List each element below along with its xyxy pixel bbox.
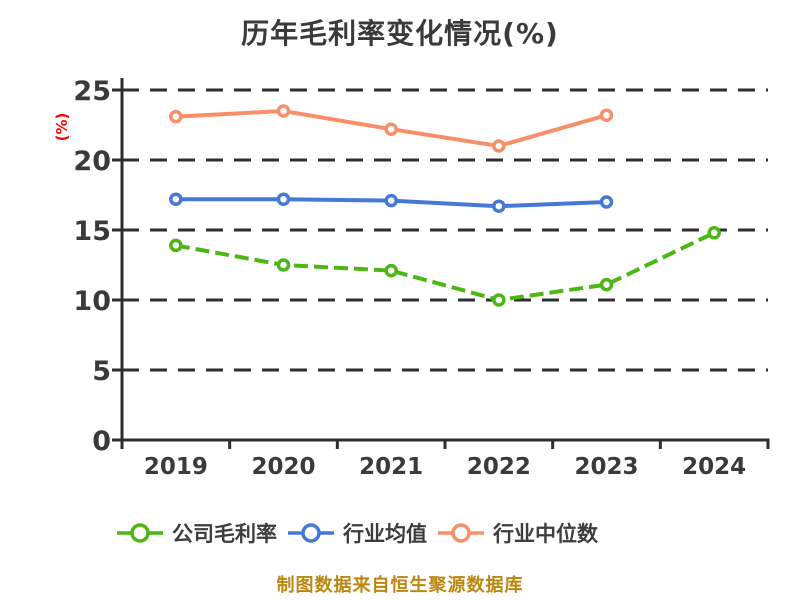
data-point-marker bbox=[276, 192, 291, 206]
x-tick-label: 2022 bbox=[467, 454, 531, 480]
y-tick-label: 0 bbox=[92, 426, 111, 457]
chart-plot-area: 0 5 10 15 20 25 2019 2020 2021 2022 2023 2024 bbox=[73, 76, 770, 480]
data-source-note: 制图数据来自恒生聚源数据库 bbox=[276, 575, 524, 596]
chart-title: 历年毛利率变化情况(%) bbox=[241, 17, 559, 50]
data-point-marker bbox=[276, 258, 291, 272]
legend-item-industry-median: 行业中位数 bbox=[437, 518, 598, 548]
data-point-marker bbox=[384, 263, 398, 278]
data-point-marker bbox=[599, 277, 614, 292]
legend-marker-industry-avg-icon bbox=[288, 523, 334, 543]
chart-legend: 公司毛利率 行业均值 行业中位数 bbox=[116, 518, 598, 548]
data-point-marker bbox=[599, 108, 614, 122]
legend-label-company: 公司毛利率 bbox=[172, 522, 277, 546]
data-point-marker bbox=[276, 104, 291, 118]
y-tick-label: 10 bbox=[73, 286, 111, 317]
y-tick-label: 25 bbox=[73, 76, 111, 107]
legend-label-industry-median: 行业中位数 bbox=[493, 522, 598, 546]
legend-marker-company-icon bbox=[117, 523, 163, 543]
data-point-marker bbox=[707, 226, 721, 240]
data-point-marker bbox=[492, 199, 506, 213]
x-tick-label: 2023 bbox=[574, 454, 638, 480]
data-point-marker bbox=[384, 122, 398, 136]
legend-item-company: 公司毛利率 bbox=[116, 518, 277, 548]
legend-marker-industry-median-icon bbox=[438, 523, 484, 543]
data-point-marker bbox=[169, 192, 183, 206]
data-point-marker bbox=[169, 109, 183, 124]
y-tick-label: 5 bbox=[92, 356, 111, 387]
data-point-marker bbox=[492, 293, 506, 307]
data-point-marker bbox=[492, 139, 506, 153]
legend-item-industry-avg: 行业均值 bbox=[287, 518, 427, 548]
x-tick-label: 2021 bbox=[359, 454, 423, 480]
x-tick-label: 2020 bbox=[251, 454, 315, 480]
series-line bbox=[175, 230, 716, 303]
data-point-marker bbox=[384, 193, 398, 208]
legend-label-industry-avg: 行业均值 bbox=[343, 522, 427, 546]
y-tick-label: 20 bbox=[73, 146, 111, 177]
data-point-marker bbox=[599, 195, 614, 209]
data-point-marker bbox=[169, 238, 183, 253]
x-tick-label: 2024 bbox=[682, 454, 746, 480]
x-tick-label: 2019 bbox=[144, 454, 208, 480]
y-tick-label: 15 bbox=[73, 216, 111, 247]
